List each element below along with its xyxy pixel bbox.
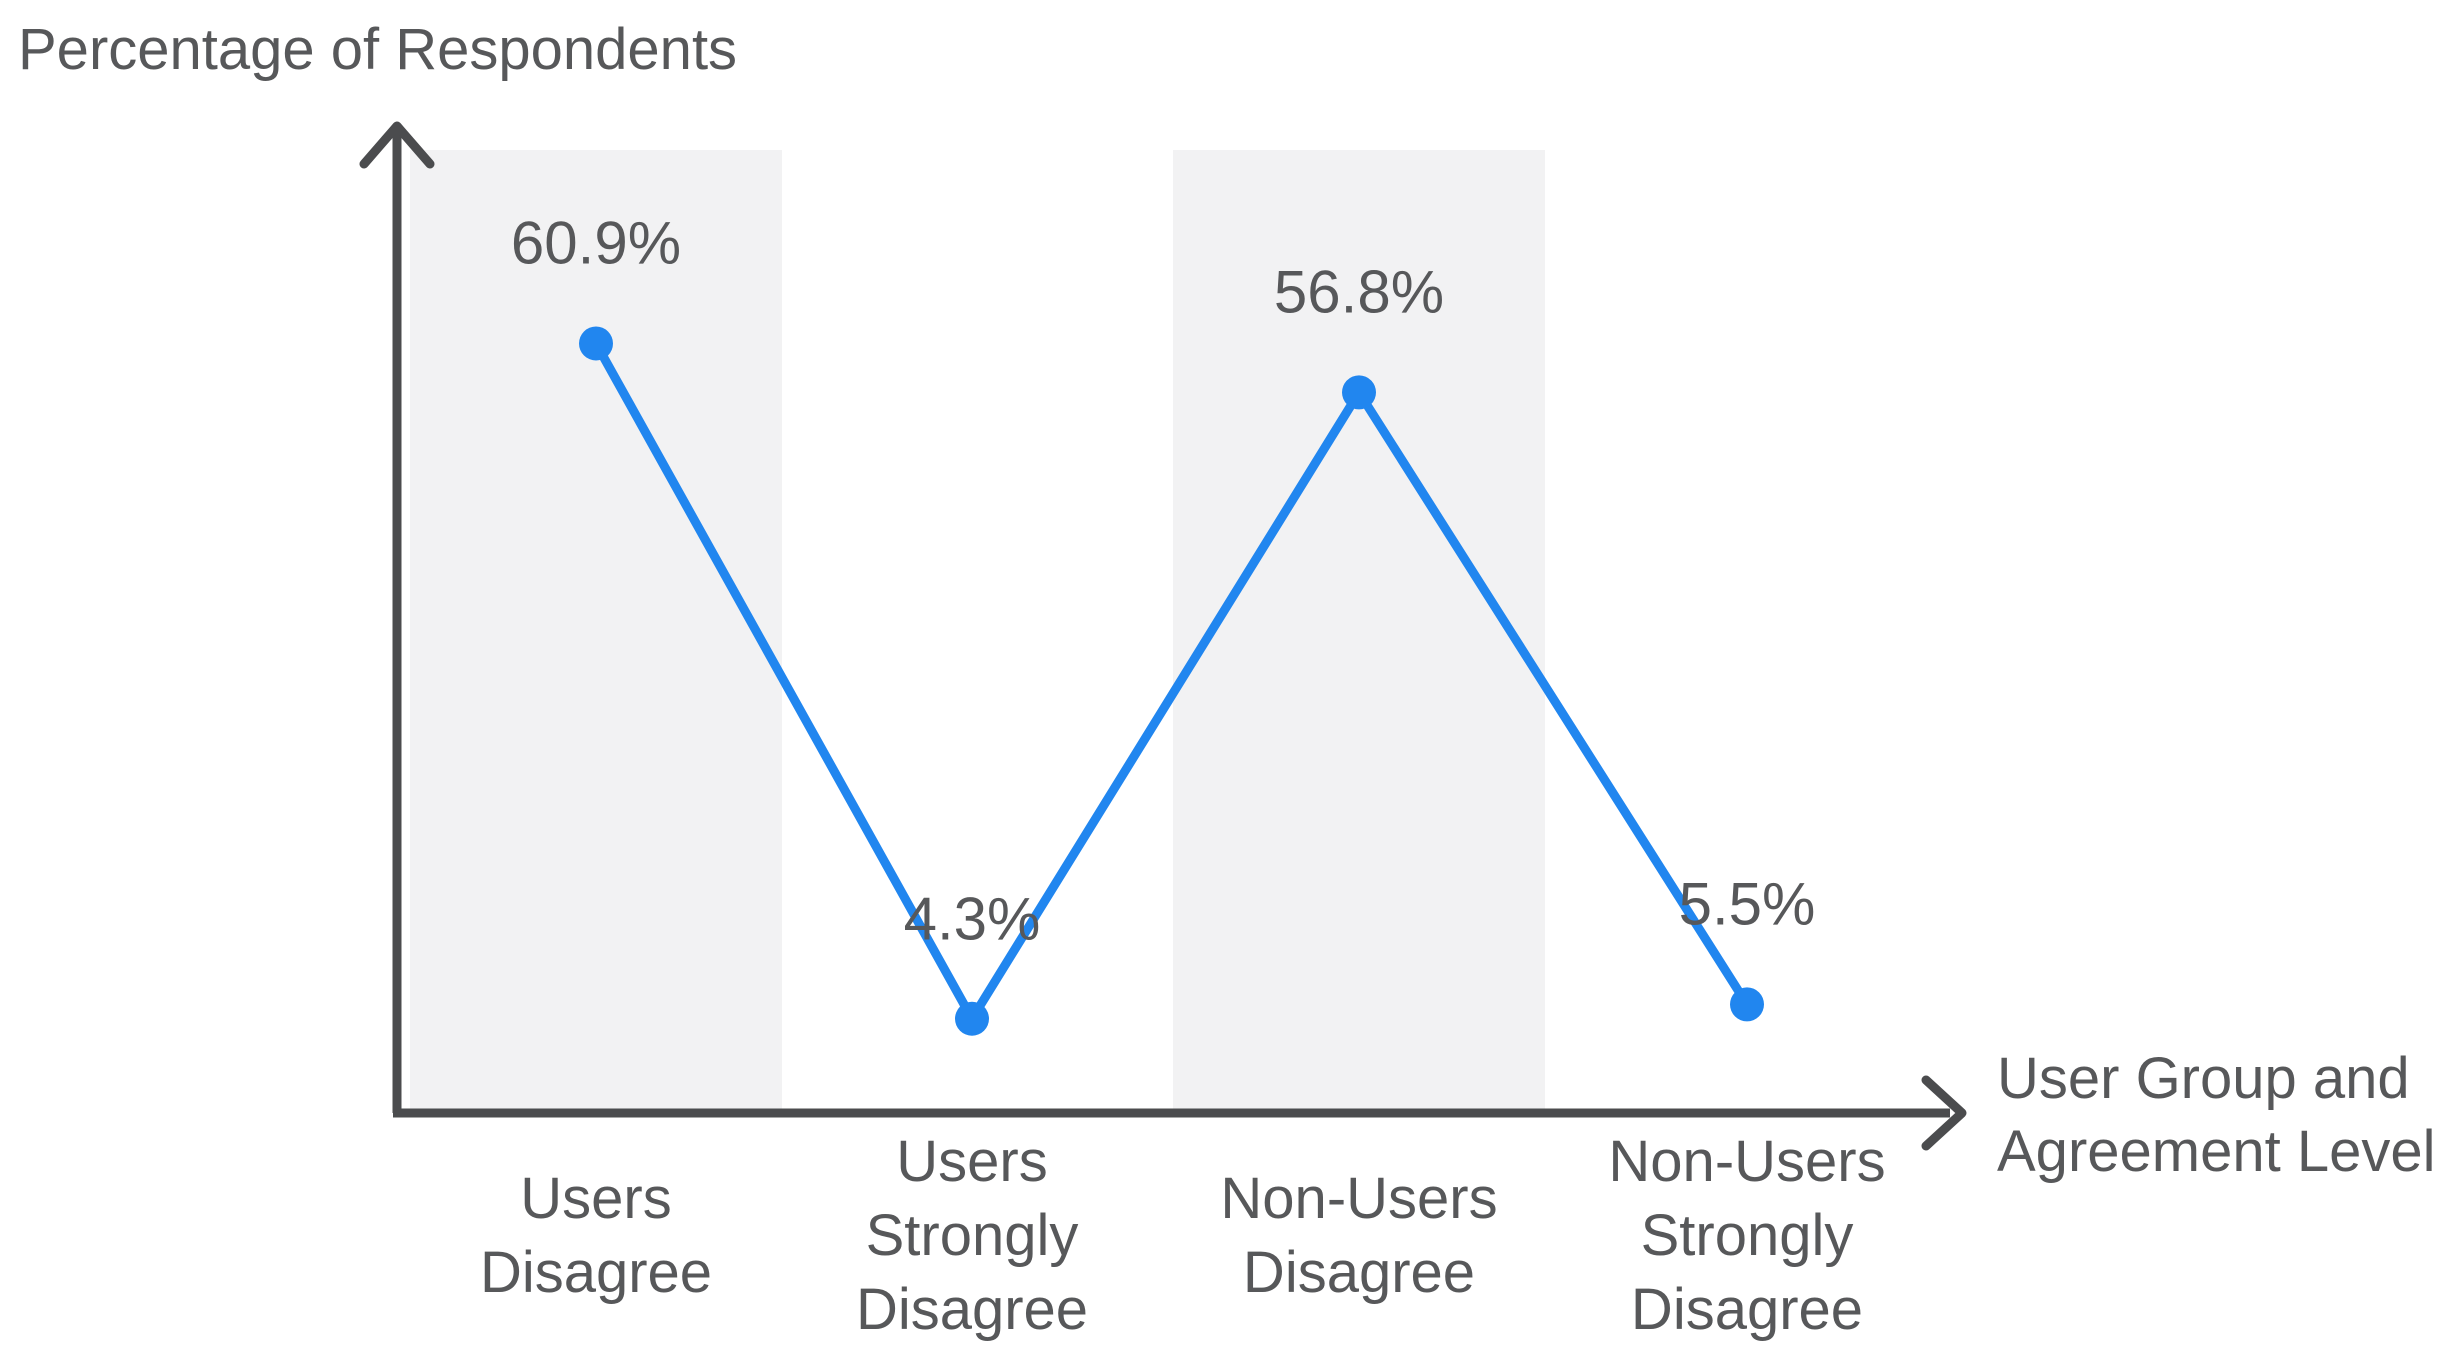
value-label: 5.5%	[1678, 870, 1816, 938]
category-highlight-band	[1173, 150, 1545, 1113]
highlight-bands	[410, 150, 1545, 1113]
series-line	[591, 338, 1752, 1024]
line-series	[579, 326, 1764, 1036]
data-point-2	[1342, 375, 1376, 410]
data-point-1	[955, 1001, 989, 1036]
x-axis-arrow-icon	[1921, 1075, 1967, 1151]
x-tick-label: Users Strongly Disagree	[855, 1129, 1089, 1342]
value-label: 60.9%	[510, 209, 682, 277]
data-point-3	[1730, 987, 1764, 1022]
data-point-0	[579, 326, 613, 361]
x-tick-label: Non-Users Disagree	[1220, 1166, 1498, 1305]
axes	[359, 121, 1967, 1151]
x-axis-title: User Group and Agreement Level	[1997, 1046, 2436, 1184]
value-label: 4.3%	[903, 885, 1041, 953]
y-axis-title: Percentage of Respondents	[18, 17, 738, 82]
y-axis-arrow-icon	[359, 121, 435, 169]
x-tick-label: Non-Users Strongly Disagree	[1608, 1129, 1886, 1342]
value-label: 56.8%	[1273, 258, 1445, 326]
x-tick-label: Users Disagree	[479, 1166, 713, 1305]
category-highlight-band	[410, 150, 782, 1113]
